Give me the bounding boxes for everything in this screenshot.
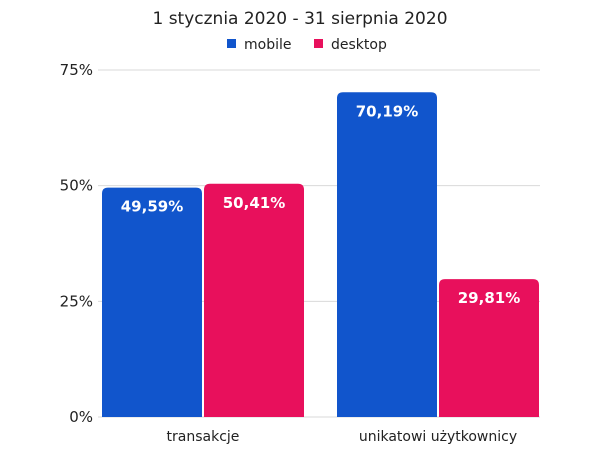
bar-desktop-unikatowi-uzytkownicy — [439, 279, 539, 417]
data-label: 50,41% — [223, 194, 285, 212]
legend: mobile desktop — [227, 37, 387, 53]
legend-label-mobile: mobile — [244, 37, 291, 53]
y-tick-label: 50% — [60, 177, 93, 195]
bar-desktop-transakcje — [204, 183, 304, 417]
y-tick-label: 0% — [69, 408, 93, 426]
bars — [102, 92, 539, 417]
data-label: 49,59% — [121, 198, 183, 216]
legend-swatch-desktop — [314, 39, 323, 48]
x-category-label: transakcje — [167, 429, 240, 445]
bar-mobile-unikatowi-uzytkownicy — [337, 92, 437, 417]
y-axis-ticks: 0% 25% 50% 75% — [60, 61, 93, 426]
data-labels: 49,59% 50,41% 70,19% 29,81% — [121, 102, 520, 307]
legend-label-desktop: desktop — [331, 37, 387, 53]
data-label: 70,19% — [356, 102, 418, 120]
x-category-label: unikatowi użytkownicy — [359, 429, 517, 445]
data-label: 29,81% — [458, 289, 520, 307]
y-tick-label: 75% — [60, 61, 93, 79]
y-tick-label: 25% — [60, 292, 93, 310]
x-axis-categories: transakcje unikatowi użytkownicy — [167, 429, 518, 445]
legend-swatch-mobile — [227, 39, 236, 48]
bar-mobile-transakcje — [102, 187, 202, 417]
chart-title: 1 stycznia 2020 - 31 sierpnia 2020 — [152, 9, 447, 29]
